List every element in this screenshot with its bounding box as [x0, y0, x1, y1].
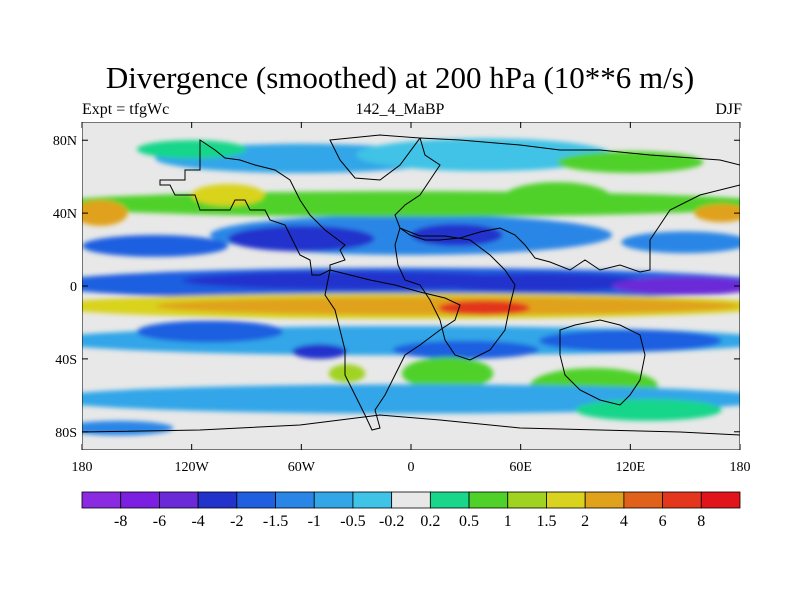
colorbar-label: -1.5	[263, 513, 288, 530]
x-tick-label: 180	[730, 460, 751, 475]
field-contour-16	[502, 182, 612, 215]
field-contour-11	[621, 231, 740, 254]
colorbar-label: 1	[504, 513, 512, 530]
y-tick-label: 40S	[55, 353, 77, 368]
field-contour-29	[82, 384, 740, 414]
axes: 180 120W 60W 0 60E 120E 180 80N 40N 0 40S 80S	[53, 122, 751, 475]
x-tick-label: 180	[72, 460, 93, 475]
run-label: 142_4_MaBP	[355, 101, 445, 118]
colorbar-label: -1	[308, 513, 321, 530]
colorbar-swatch	[120, 491, 160, 509]
y-tick-label: 80N	[53, 134, 77, 149]
x-tick-label: 0	[408, 460, 415, 475]
coastlines	[82, 134, 740, 436]
field-contour-30	[575, 399, 722, 421]
field-contour-9	[411, 224, 503, 246]
y-tick-label: 40N	[53, 207, 77, 222]
field-contour-22	[136, 320, 283, 343]
colorbar: -8 -6 -4 -2 -1.5 -1 -0.5 -0.2 0.2 0.5 1 1.5 2 4 6 8	[81, 491, 741, 530]
chart-title: Divergence (smoothed) at 200 hPa (10**6 …	[105, 60, 695, 95]
experiment-label: Expt = tfgWc	[82, 101, 170, 118]
field-contour-12	[82, 191, 740, 217]
field-contour-3	[612, 276, 740, 296]
colorbar-label: 2	[581, 513, 589, 530]
colorbar-swatch	[623, 491, 663, 509]
y-tick-label: 80S	[55, 426, 77, 441]
field-contour-8	[228, 225, 375, 252]
x-tick-label: 60W	[288, 460, 316, 475]
field-contour-6	[438, 300, 530, 316]
field-contour-15	[694, 204, 740, 223]
coast-eurasia	[394, 137, 740, 273]
field-contour-19	[557, 151, 704, 174]
colorbar-swatch	[700, 491, 741, 509]
colorbar-swatch	[662, 491, 702, 509]
field-contour-25	[538, 329, 722, 352]
field-contour-18	[356, 138, 612, 172]
colorbar-swatch	[159, 491, 199, 509]
colorbar-swatch	[352, 491, 393, 509]
coast-south-america	[324, 269, 461, 431]
colorbar-label: 6	[659, 513, 667, 530]
colorbar-swatch	[546, 491, 586, 509]
colorbar-swatch	[584, 491, 625, 509]
colorbar-swatch	[313, 491, 354, 509]
x-tick-label: 60E	[509, 460, 532, 475]
x-tick-label: 120W	[175, 460, 210, 475]
colorbar-label: 4	[620, 513, 628, 530]
colorbar-label: 8	[697, 513, 705, 530]
colorbar-label: -0.2	[379, 513, 404, 530]
colorbar-swatch	[236, 491, 276, 509]
colorbar-label: -4	[191, 513, 204, 530]
colorbar-label: -0.5	[340, 513, 365, 530]
field-contour-28	[328, 364, 366, 383]
field-contour-24	[392, 340, 539, 359]
y-tick-label: 0	[70, 280, 77, 295]
divergence-field	[82, 122, 740, 450]
colorbar-swatch	[391, 491, 431, 509]
coast-australia	[559, 319, 646, 406]
coast-africa	[394, 227, 516, 361]
colorbar-swatch	[81, 491, 122, 509]
colorbar-label: 0.2	[420, 513, 440, 530]
field-contour-13	[191, 184, 265, 206]
x-tick-label: 120E	[616, 460, 646, 475]
coast-greenland	[329, 134, 421, 181]
field-contour-10	[82, 235, 229, 257]
field-contour-20	[136, 140, 247, 159]
coast-north-america	[159, 139, 346, 276]
field-contour-26	[401, 357, 494, 390]
colorbar-label: 0.5	[459, 513, 479, 530]
colorbar-label: -2	[230, 513, 243, 530]
colorbar-label: -8	[114, 513, 127, 530]
coast-antarctica	[82, 414, 740, 436]
colorbar-label: 1.5	[536, 513, 556, 530]
colorbar-swatch	[468, 491, 509, 509]
field-contour-2	[429, 273, 649, 292]
colorbar-swatch	[197, 491, 238, 509]
field-contour-14	[82, 200, 128, 226]
field-contour-31	[82, 420, 174, 436]
colorbar-swatch	[429, 491, 470, 509]
colorbar-label: -6	[153, 513, 166, 530]
colorbar-swatch	[275, 491, 315, 509]
colorbar-swatch	[507, 491, 547, 509]
field-contour-23	[292, 344, 347, 359]
season-label: DJF	[715, 101, 742, 118]
